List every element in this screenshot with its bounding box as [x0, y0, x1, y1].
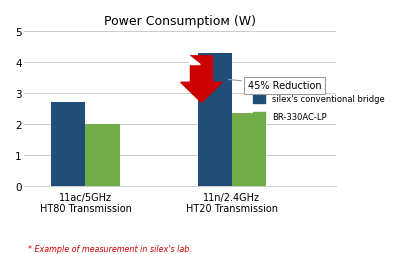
Legend: silex's conventional bridge, BR-330AC-LP: silex's conventional bridge, BR-330AC-LP [253, 95, 385, 121]
Polygon shape [181, 57, 222, 103]
Polygon shape [189, 57, 200, 65]
Bar [232, 114, 266, 187]
Text: * Example of measurement in silex's lab.: * Example of measurement in silex's lab. [28, 245, 192, 253]
Title: Power Consumptioм (W): Power Consumptioм (W) [104, 15, 256, 28]
Text: 45% Reduction: 45% Reduction [229, 80, 322, 91]
Bar [51, 103, 86, 187]
Bar [86, 125, 120, 187]
Bar [198, 54, 232, 187]
